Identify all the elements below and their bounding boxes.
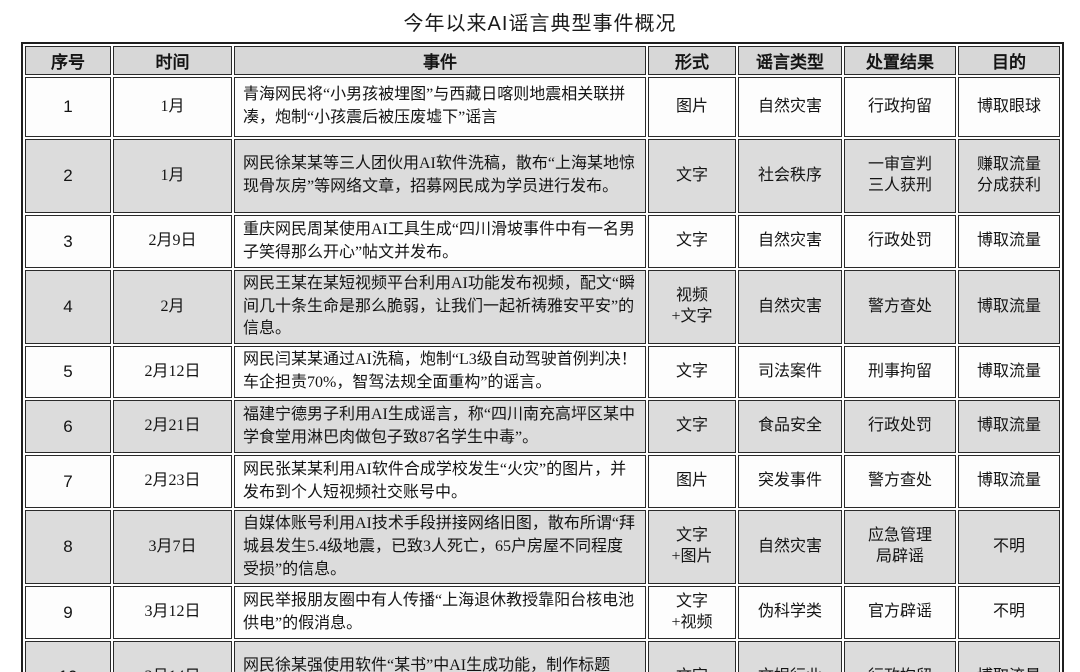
cell-result: 应急管理 局辟谣 <box>844 510 956 585</box>
cell-no: 7 <box>25 455 111 509</box>
cell-form: 文字 <box>648 215 736 268</box>
cell-result: 行政处罚 <box>844 215 956 268</box>
header-form: 形式 <box>648 46 736 75</box>
cell-type: 伪科学类 <box>738 586 842 640</box>
cell-time: 3月14日 <box>113 641 232 672</box>
cell-form: 文字 +图片 <box>648 510 736 585</box>
header-purpose: 目的 <box>958 46 1060 75</box>
cell-purpose: 博取流量 <box>958 455 1060 509</box>
cell-event: 青海网民将“小男孩被埋图”与西藏日喀则地震相关联拼凑，炮制“小孩震后被压废墟下”… <box>234 77 646 137</box>
cell-purpose: 不明 <box>958 510 1060 585</box>
cell-event: 网民张某某利用AI软件合成学校发生“火灾”的图片，并发布到个人短视频社交账号中。 <box>234 455 646 509</box>
table-row: 3 2月9日 重庆网民周某使用AI工具生成“四川滑坡事件中有一名男子笑得那么开心… <box>25 215 1060 268</box>
cell-form: 图片 <box>648 455 736 509</box>
cell-form: 视频 +文字 <box>648 270 736 345</box>
cell-event: 网民徐某某等三人团伙用AI软件洗稿，散布“上海某地惊现骨灰房”等网络文章，招募网… <box>234 139 646 213</box>
cell-time: 2月12日 <box>113 346 232 399</box>
table-row: 8 3月7日 自媒体账号利用AI技术手段拼接网络旧图，散布所谓“拜城县发生5.4… <box>25 510 1060 585</box>
table-row: 9 3月12日 网民举报朋友圈中有人传播“上海退休教授靠阳台核电池供电”的假消息… <box>25 586 1060 640</box>
table-row: 1 1月 青海网民将“小男孩被埋图”与西藏日喀则地震相关联拼凑，炮制“小孩震后被… <box>25 77 1060 137</box>
cell-time: 2月23日 <box>113 455 232 509</box>
ai-rumor-events-table: 序号 时间 事件 形式 谣言类型 处置结果 目的 1 1月 青海网民将“小男孩被… <box>21 42 1064 672</box>
cell-no: 4 <box>25 270 111 345</box>
cell-purpose: 博取流量 <box>958 641 1060 672</box>
cell-time: 3月12日 <box>113 586 232 640</box>
cell-purpose: 赚取流量 分成获利 <box>958 139 1060 213</box>
cell-type: 突发事件 <box>738 455 842 509</box>
cell-type: 食品安全 <box>738 400 842 454</box>
cell-no: 5 <box>25 346 111 399</box>
table-row: 4 2月 网民王某在某短视频平台利用AI功能发布视频，配文“瞬间几十条生命是那么… <box>25 270 1060 345</box>
cell-result: 警方查处 <box>844 455 956 509</box>
cell-no: 2 <box>25 139 111 213</box>
table-row: 5 2月12日 网民闫某某通过AI洗稿，炮制“L3级自动驾驶首例判决！车企担责7… <box>25 346 1060 399</box>
cell-type: 自然灾害 <box>738 215 842 268</box>
cell-no: 9 <box>25 586 111 640</box>
cell-time: 3月7日 <box>113 510 232 585</box>
cell-result: 官方辟谣 <box>844 586 956 640</box>
cell-type: 社会秩序 <box>738 139 842 213</box>
cell-purpose: 博取眼球 <box>958 77 1060 137</box>
cell-purpose: 博取流量 <box>958 346 1060 399</box>
cell-time: 1月 <box>113 77 232 137</box>
cell-purpose: 博取流量 <box>958 270 1060 345</box>
cell-event: 网民王某在某短视频平台利用AI功能发布视频，配文“瞬间几十条生命是那么脆弱，让我… <box>234 270 646 345</box>
cell-form: 图片 <box>648 77 736 137</box>
cell-time: 1月 <box>113 139 232 213</box>
cell-form: 文字 <box>648 400 736 454</box>
cell-form: 文字 <box>648 641 736 672</box>
page-title: 今年以来AI谣言典型事件概况 <box>403 13 677 35</box>
cell-result: 警方查处 <box>844 270 956 345</box>
cell-result: 行政处罚 <box>844 400 956 454</box>
table-row: 6 2月21日 福建宁德男子利用AI生成谣言，称“四川南充高坪区某中学食堂用淋巴… <box>25 400 1060 454</box>
cell-event: 网民徐某强使用软件“某书”中AI生成功能，制作标题为“顶流明星被曝境外豪赌输光十… <box>234 641 646 672</box>
cell-type: 文娱行业 <box>738 641 842 672</box>
cell-event: 网民闫某某通过AI洗稿，炮制“L3级自动驾驶首例判决！车企担责70%，智驾法规全… <box>234 346 646 399</box>
cell-event: 福建宁德男子利用AI生成谣言，称“四川南充高坪区某中学食堂用淋巴肉做包子致87名… <box>234 400 646 454</box>
cell-form: 文字 +视频 <box>648 586 736 640</box>
cell-time: 2月9日 <box>113 215 232 268</box>
table-row: 10 3月14日 网民徐某强使用软件“某书”中AI生成功能，制作标题为“顶流明星… <box>25 641 1060 672</box>
cell-type: 自然灾害 <box>738 510 842 585</box>
cell-time: 2月 <box>113 270 232 345</box>
cell-no: 10 <box>25 641 111 672</box>
header-event: 事件 <box>234 46 646 75</box>
header-row: 序号 时间 事件 形式 谣言类型 处置结果 目的 <box>25 46 1060 75</box>
cell-no: 8 <box>25 510 111 585</box>
cell-result: 一审宣判 三人获刑 <box>844 139 956 213</box>
table-row: 7 2月23日 网民张某某利用AI软件合成学校发生“火灾”的图片，并发布到个人短… <box>25 455 1060 509</box>
cell-time: 2月21日 <box>113 400 232 454</box>
cell-event: 网民举报朋友圈中有人传播“上海退休教授靠阳台核电池供电”的假消息。 <box>234 586 646 640</box>
cell-form: 文字 <box>648 346 736 399</box>
cell-purpose: 博取流量 <box>958 400 1060 454</box>
cell-form: 文字 <box>648 139 736 213</box>
cell-no: 6 <box>25 400 111 454</box>
header-time: 时间 <box>113 46 232 75</box>
cell-type: 司法案件 <box>738 346 842 399</box>
cell-result: 刑事拘留 <box>844 346 956 399</box>
header-result: 处置结果 <box>844 46 956 75</box>
cell-result: 行政拘留 <box>844 77 956 137</box>
cell-no: 1 <box>25 77 111 137</box>
table-row: 2 1月 网民徐某某等三人团伙用AI软件洗稿，散布“上海某地惊现骨灰房”等网络文… <box>25 139 1060 213</box>
cell-purpose: 博取流量 <box>958 215 1060 268</box>
header-type: 谣言类型 <box>738 46 842 75</box>
cell-type: 自然灾害 <box>738 270 842 345</box>
cell-result: 行政拘留 <box>844 641 956 672</box>
cell-type: 自然灾害 <box>738 77 842 137</box>
cell-purpose: 不明 <box>958 586 1060 640</box>
header-no: 序号 <box>25 46 111 75</box>
cell-event: 重庆网民周某使用AI工具生成“四川滑坡事件中有一名男子笑得那么开心”帖文并发布。 <box>234 215 646 268</box>
cell-event: 自媒体账号利用AI技术手段拼接网络旧图，散布所谓“拜城县发生5.4级地震，已致3… <box>234 510 646 585</box>
cell-no: 3 <box>25 215 111 268</box>
